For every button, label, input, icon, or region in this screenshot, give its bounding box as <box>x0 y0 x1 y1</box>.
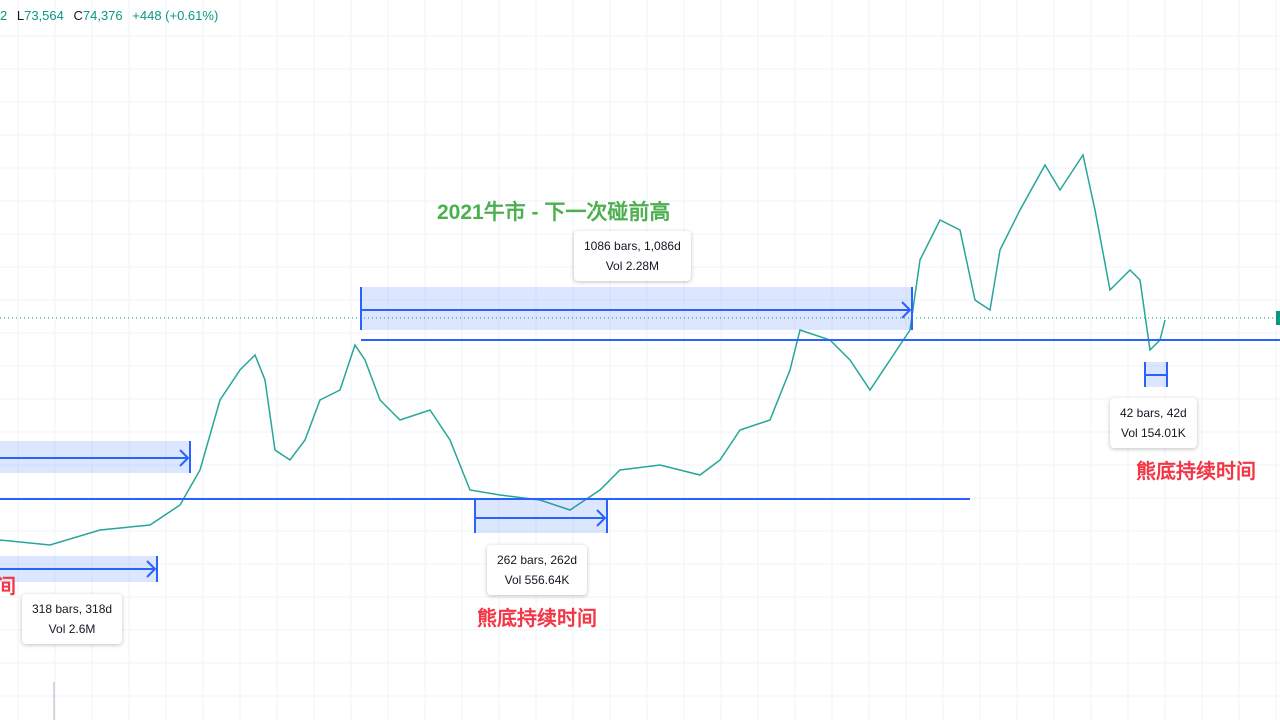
measure-box: 42 bars, 42d Vol 154.01K <box>1110 398 1197 448</box>
ohlc-change: +448 (+0.61%) <box>132 8 219 23</box>
ohlc-label: C <box>73 8 83 23</box>
ohlc-value: 2 <box>0 8 8 23</box>
ohlc-value: 74,376 <box>82 8 123 23</box>
ranges <box>0 287 1167 582</box>
measure-vol: Vol 154.01K <box>1120 426 1186 440</box>
measure-bars: 262 bars, 262d <box>497 553 578 567</box>
measure-bars: 318 bars, 318d <box>32 602 113 616</box>
annotation: 熊底持续时间 <box>1136 461 1256 483</box>
measure-vol: Vol 2.28M <box>605 259 660 273</box>
annotation: 2021牛市 - 下一次碰前高 <box>437 201 671 224</box>
drawings <box>0 287 1280 582</box>
measure-box: 318 bars, 318d Vol 2.6M <box>22 594 123 644</box>
measure-bars: 42 bars, 42d <box>1120 406 1187 420</box>
measure-box: 1086 bars, 1,086d Vol 2.28M <box>574 231 691 281</box>
annotation: 熊底持续时间 <box>477 608 597 630</box>
price-marker <box>1276 311 1280 325</box>
measure-bars: 1086 bars, 1,086d <box>584 239 681 253</box>
measure-vol: Vol 2.6M <box>48 622 96 636</box>
price-path <box>0 153 1166 546</box>
ohlc-value: 73,564 <box>24 8 64 23</box>
measure-vol: Vol 556.64K <box>504 573 570 587</box>
ohlc-label: L <box>16 8 25 23</box>
ohlc-header: 2 L73,564 C74,376 +448 (+0.61%) <box>0 8 224 23</box>
measure-box: 262 bars, 262d Vol 556.64K <box>487 545 588 595</box>
annotation: 间 <box>0 576 16 598</box>
